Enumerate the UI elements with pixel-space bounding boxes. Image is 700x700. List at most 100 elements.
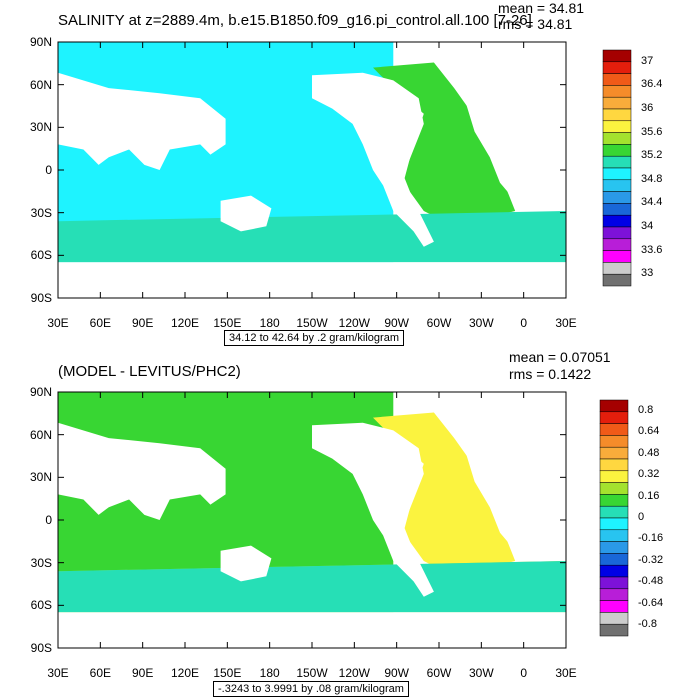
- lat-label: 60S: [30, 598, 52, 613]
- lat-label: 30S: [30, 555, 52, 570]
- colorbar-swatch: [602, 203, 632, 216]
- lon-label: 0: [520, 666, 527, 680]
- colorbar-swatch: [599, 435, 629, 448]
- lat-label: 30N: [29, 120, 52, 135]
- lat-label: 90S: [30, 291, 52, 305]
- colorbar-swatch: [602, 61, 632, 74]
- colorbar-swatch: [599, 505, 629, 519]
- colorbar-swatch: [602, 250, 632, 263]
- land-mask-3: [220, 545, 272, 582]
- colorbar-swatch: [602, 155, 632, 169]
- lon-label: 60W: [426, 316, 452, 330]
- map-panel-2: [58, 392, 566, 648]
- lat-label: 90N: [29, 35, 52, 49]
- colorbar-label: -0.8: [638, 618, 657, 631]
- colorbar-swatch: [602, 85, 632, 98]
- lat-label: 60N: [29, 77, 52, 92]
- colorbar-swatch: [602, 96, 632, 110]
- ocean-region-atlantic: [373, 412, 516, 577]
- colorbar-label: 35.2: [641, 149, 663, 162]
- colorbar-label: 34.4: [641, 196, 663, 209]
- lat-label: 60S: [30, 248, 52, 263]
- ocean-region-north-pacific-pocket: [58, 561, 566, 613]
- colorbar-swatch: [599, 564, 629, 578]
- colorbar-swatch: [602, 73, 632, 86]
- colorbar-swatch: [602, 214, 632, 228]
- colorbar-swatch: [602, 191, 632, 204]
- colorbar-label: 0.32: [638, 468, 660, 481]
- lon-label: 90E: [131, 316, 154, 330]
- lat-label: 0: [45, 163, 52, 177]
- lon-label: 30W: [468, 316, 494, 330]
- colorbar-label: 33: [641, 267, 654, 280]
- lon-label: 150E: [213, 666, 242, 680]
- colorbar-swatch: [602, 120, 632, 133]
- colorbar-swatch: [599, 553, 629, 566]
- colorbar-swatch: [599, 482, 629, 495]
- land-mask-2: [58, 397, 226, 520]
- land-mask-1: [312, 72, 434, 247]
- panel2-mean: mean = 0.07051: [509, 349, 611, 365]
- ocean-region-southern-ocean: [58, 211, 566, 263]
- colorbar-label: 35.6: [641, 125, 663, 138]
- colorbar-swatch: [599, 458, 629, 472]
- land-mask-4: [58, 612, 566, 648]
- lon-label: 120W: [338, 666, 371, 680]
- colorbar-swatch: [599, 529, 629, 542]
- lat-label: 90N: [29, 385, 52, 399]
- colorbar-swatch: [602, 238, 632, 251]
- colorbar-label: 36: [641, 102, 654, 114]
- colorbar-swatch: [599, 423, 629, 436]
- colorbar-swatch: [599, 588, 629, 601]
- colorbar-label: 0: [638, 511, 645, 523]
- colorbar-swatch: [599, 494, 629, 507]
- lon-label: 30E: [555, 316, 577, 330]
- colorbar-label: 0.48: [638, 446, 660, 459]
- land-mask-4: [58, 262, 566, 298]
- colorbar-swatch: [599, 470, 629, 483]
- panel1-range-label: 34.12 to 42.64 by .2 gram/kilogram: [224, 330, 404, 346]
- colorbar-swatch: [602, 167, 632, 181]
- land-mask-3: [220, 195, 272, 232]
- lon-label: 180: [259, 316, 280, 330]
- colorbar-swatch: [599, 612, 629, 625]
- lon-label: 30W: [468, 666, 494, 680]
- lon-label: 60E: [89, 316, 112, 330]
- lon-label: 120E: [170, 316, 200, 330]
- lon-label: 90W: [384, 666, 409, 680]
- colorbar-label: 34: [641, 220, 654, 232]
- colorbar-label: 0.8: [638, 403, 654, 416]
- colorbar-label: 34.8: [641, 172, 663, 185]
- lat-label: 30N: [29, 470, 52, 485]
- lon-label: 180: [259, 666, 280, 680]
- lon-label: 0: [520, 316, 527, 330]
- lon-label: 30E: [47, 666, 69, 680]
- colorbar-swatch: [602, 179, 632, 192]
- colorbar-swatch: [599, 600, 629, 613]
- colorbar-label: -0.48: [638, 575, 664, 588]
- colorbar-label: -0.64: [638, 596, 664, 609]
- lat-label: 60N: [29, 427, 52, 442]
- lon-label: 90W: [384, 316, 409, 330]
- colorbar-label: 0.16: [638, 489, 660, 502]
- colorbar-swatch: [599, 446, 629, 460]
- panel1-rms: rms = 34.81: [498, 16, 573, 32]
- colorbar-swatch: [602, 262, 632, 275]
- lon-label: 150E: [213, 316, 242, 330]
- lon-label: 150W: [296, 316, 328, 330]
- colorbar-swatch: [602, 108, 632, 122]
- colorbar-swatch: [602, 132, 632, 145]
- panel2-rms: rms = 0.1422: [509, 366, 592, 382]
- ocean-region-atlantic: [373, 62, 516, 227]
- map-panel-1: [58, 42, 566, 298]
- colorbar-label: 33.6: [641, 243, 663, 256]
- land-mask-2: [58, 47, 226, 170]
- lon-label: 30E: [47, 316, 69, 330]
- panel2-range-label: -.3243 to 3.9991 by .08 gram/kilogram: [213, 681, 409, 697]
- colorbar-label: 0.64: [638, 425, 660, 438]
- lon-label: 120W: [338, 316, 371, 330]
- colorbar-swatch: [599, 623, 629, 637]
- lon-label: 150W: [296, 666, 328, 680]
- lon-label: 30E: [555, 666, 577, 680]
